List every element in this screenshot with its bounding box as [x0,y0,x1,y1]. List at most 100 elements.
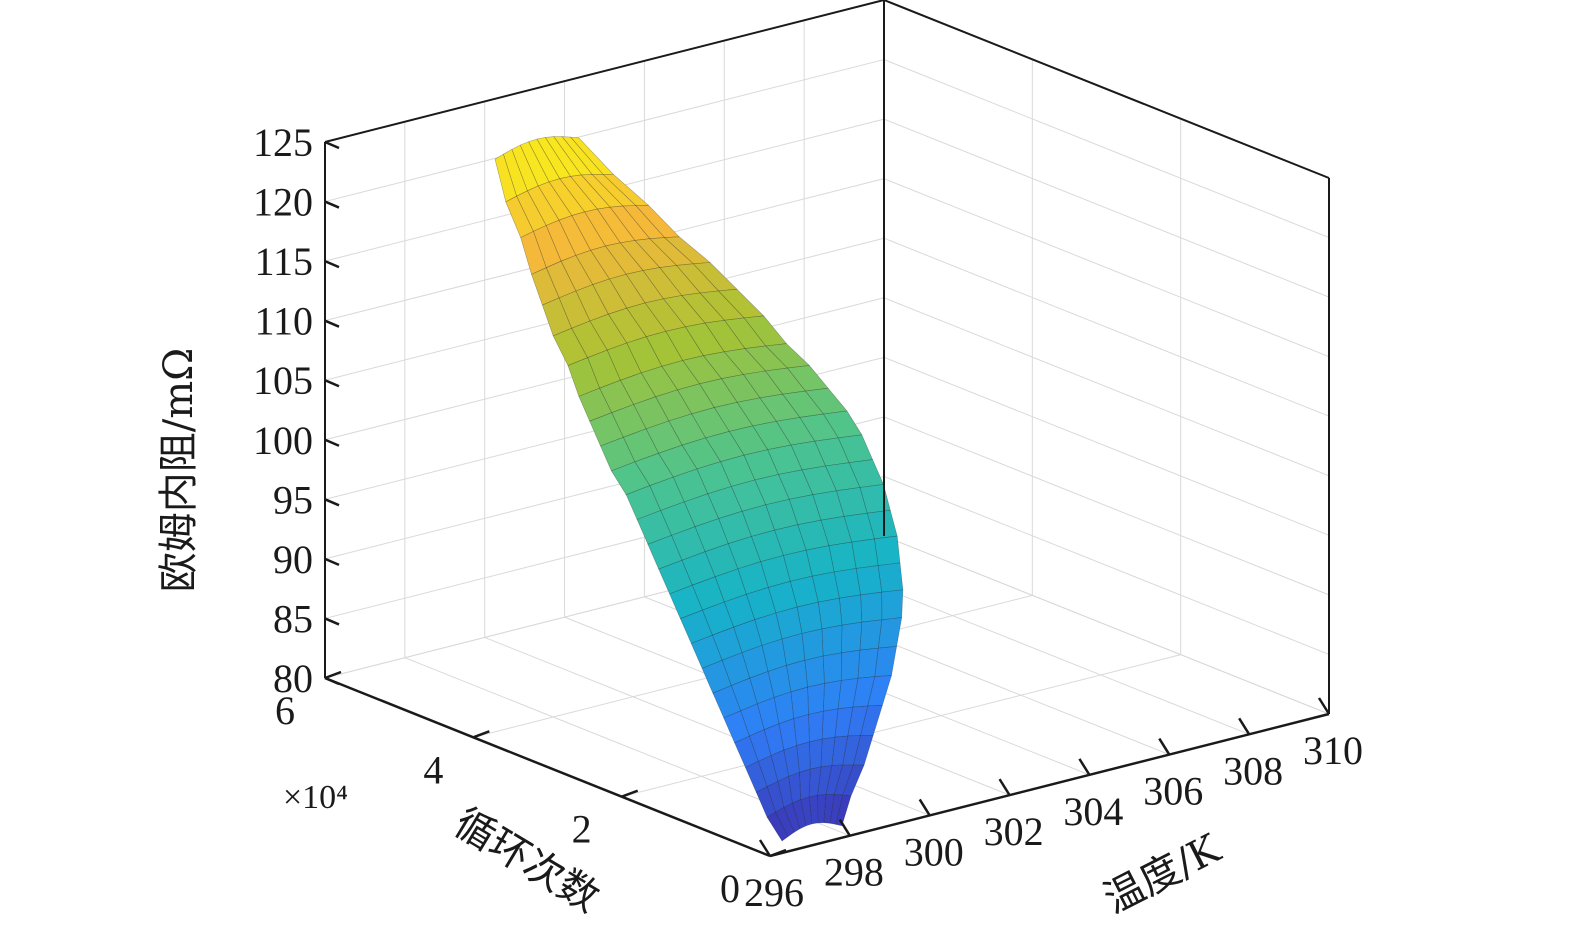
surface-cell [842,735,861,766]
y-axis-line [324,676,771,858]
x-tick-label: 310 [1303,728,1363,773]
axes-box [324,0,1330,858]
surface-cell [531,267,560,306]
surface-cell [860,704,883,736]
surface-cell [592,278,628,315]
surface-cell [804,655,825,688]
z-tick-label: 80 [273,656,313,701]
surface-cell [542,297,572,337]
surface-cell [704,319,746,353]
grid-line-z-right [883,475,1330,655]
grid-line-z-right [883,356,1330,536]
surface-cell [822,652,842,684]
surface-cell [723,348,766,375]
z-tick-label: 105 [253,358,313,403]
surface-cell [766,811,789,842]
y-tick-mark [324,670,342,680]
surface-cell [877,562,904,593]
x-tick-mark [838,819,851,837]
surface-cell [874,535,901,566]
surface-cell [596,206,636,244]
z-tick-mark [324,676,340,686]
z-tick-mark [324,140,340,150]
surface-cell [839,594,863,626]
surface-cell [881,589,904,621]
box-edge [883,0,1330,179]
z-tick-mark [324,617,340,626]
surface-cell [505,195,534,239]
surface-cell [860,591,883,623]
x-axis-title: 温度/K [1097,825,1229,922]
x-tick-mark [998,778,1011,796]
surface-cell [767,444,803,475]
y-tick-label: 4 [423,747,443,792]
surface-cell [788,771,802,804]
surface-cell [645,420,683,454]
z-tick-mark [324,200,340,209]
x-tick-label: 306 [1143,769,1203,814]
surface-cell [561,136,604,175]
grid-line-z-right [883,178,1330,358]
surface-cell [649,237,695,266]
x-tick-mark [1078,758,1091,776]
surface-cell [545,260,577,299]
surface-cell [569,174,611,210]
surface-cell [553,136,593,176]
z-tick-label: 115 [254,239,313,284]
grid-line-z-right [883,237,1330,417]
z-tick-label: 100 [253,418,313,463]
z-tick-mark [324,557,340,567]
surface-cell [759,393,801,422]
surface-cell [808,710,824,743]
surface-cell [669,584,703,620]
x-tick-mark [1238,717,1251,735]
surface-cell [790,440,826,471]
surface-cell [822,410,863,439]
y-tick-label: 2 [572,807,592,852]
surface-cell [804,387,848,415]
surface-cell [823,794,835,824]
z-tick-label: 95 [273,477,313,522]
surface-cell [775,417,816,446]
grid-line-z-right [883,59,1330,239]
grid-line-z-right [883,416,1330,596]
z-tick-mark [324,379,340,388]
surface-cell [757,755,779,788]
y-tick-label: 6 [275,688,295,733]
grid-line-z-back [324,59,885,203]
tick-labels: 80 85 90 95 100 105 110 115 120 125 296 298 300 302 30… [253,120,1363,915]
surface-cell [765,498,799,531]
x-tick-mark [758,839,772,857]
surface-cell [807,683,825,715]
x-tick-mark [918,798,931,817]
z-axis-title: 欧姆内阻/mΩ [156,348,202,593]
surface-cell [699,378,738,408]
z-tick-mark [324,319,340,328]
surface-cell [661,360,700,391]
surface-cell [752,420,792,451]
z-tick-label: 90 [273,537,313,582]
z-tick-label: 120 [253,180,313,225]
y-tick-mark [472,730,490,739]
z-tick-label: 85 [273,596,313,641]
x-tick-label: 304 [1063,789,1123,834]
x-tick-label: 308 [1223,748,1283,793]
z-tick-mark [324,259,340,269]
z-tick-label: 110 [254,299,313,344]
grid-line-z-right [883,118,1330,298]
x-axis-line [769,712,1330,858]
surface-cell [809,738,823,770]
surface-cell [702,351,744,380]
surface-cell [799,768,811,801]
surface-cell [681,551,716,586]
surface-cell [817,597,843,630]
surface-cell [801,628,824,661]
surface-cell [544,136,582,177]
x-tick-mark [1158,737,1171,756]
surface-cell [841,621,863,654]
surface-cell [712,626,743,661]
grid-line-x-floor [883,535,1330,715]
surface-cell [764,367,806,395]
z-tick-mark [324,498,340,507]
